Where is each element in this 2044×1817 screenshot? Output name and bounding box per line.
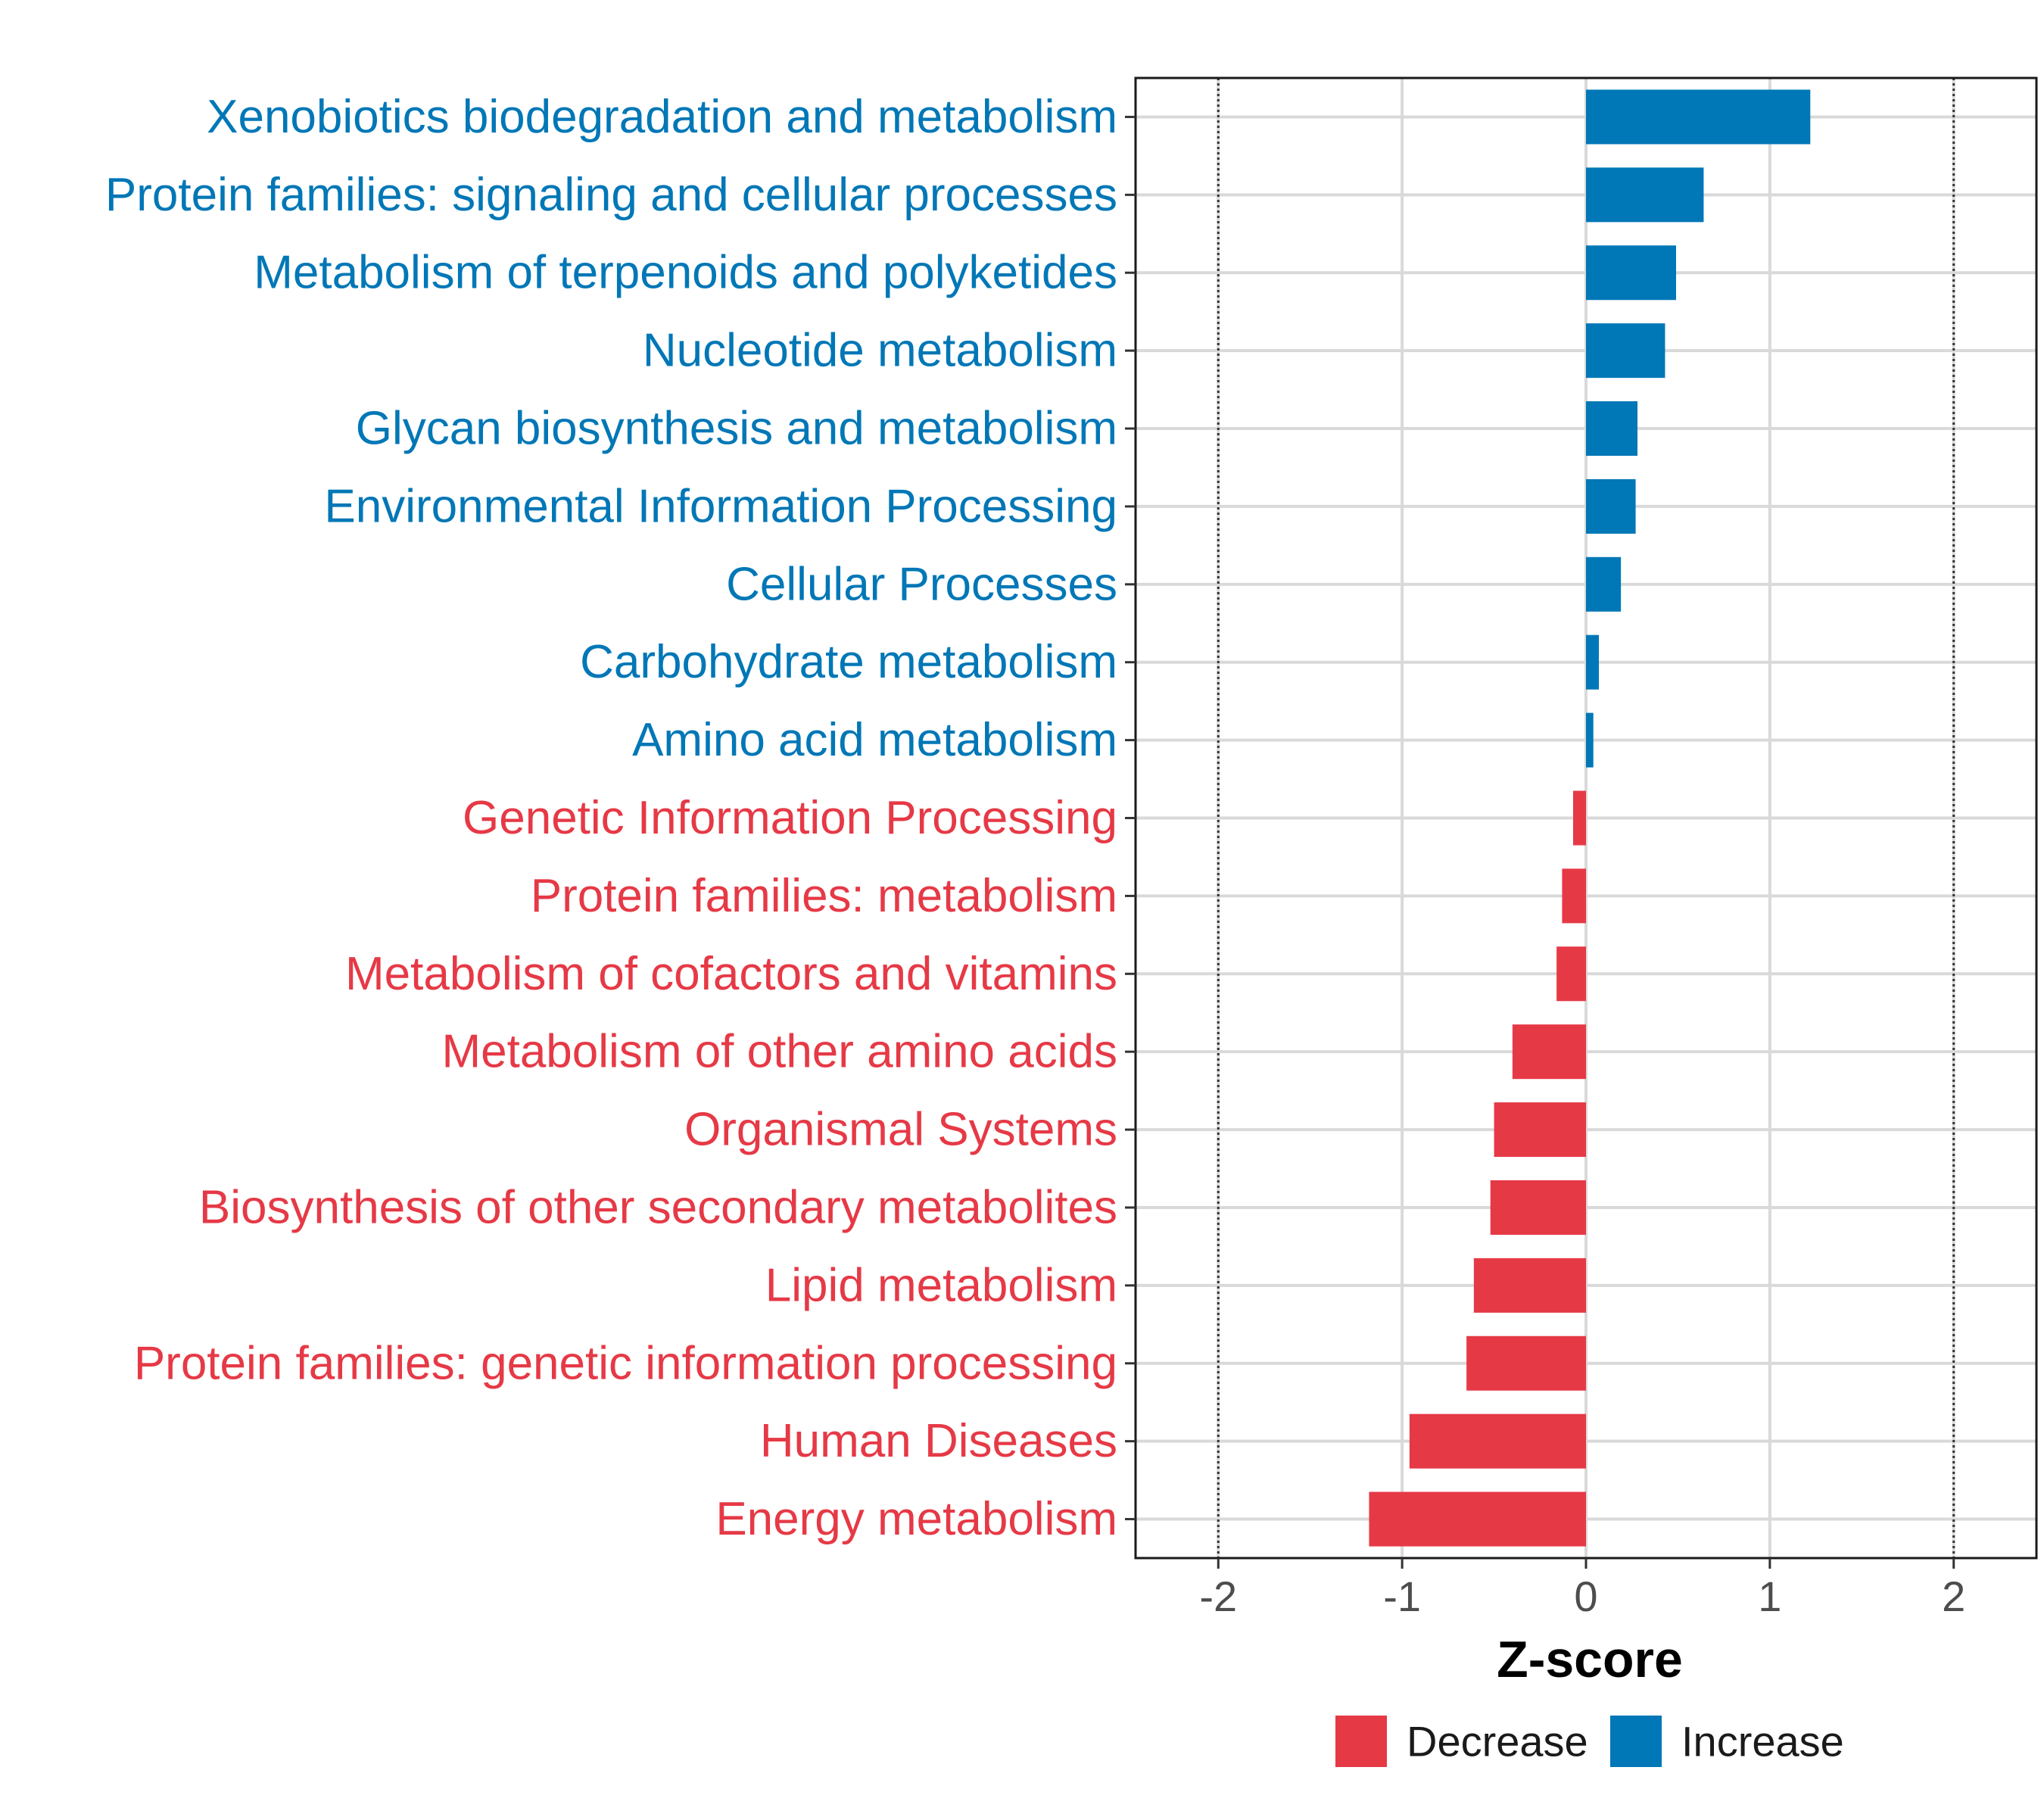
bar <box>1473 1258 1586 1313</box>
bar <box>1512 1024 1586 1080</box>
y-tick-label: Human Diseases <box>760 1415 1117 1467</box>
x-tick-label: -2 <box>1199 1572 1237 1620</box>
bar <box>1556 946 1586 1002</box>
bar <box>1586 556 1622 612</box>
bar <box>1586 167 1704 223</box>
x-tick-label: 1 <box>1758 1572 1781 1620</box>
legend-label: Decrease <box>1407 1718 1588 1766</box>
y-tick-label: Metabolism of terpenoids and polyketides <box>254 247 1117 299</box>
y-tick-label: Nucleotide metabolism <box>643 325 1117 377</box>
y-tick-label: Biosynthesis of other secondary metaboli… <box>199 1181 1117 1233</box>
y-tick-label: Metabolism of other amino acids <box>441 1026 1117 1078</box>
y-tick-label: Genetic Information Processing <box>463 792 1117 844</box>
y-tick-label: Energy metabolism <box>715 1493 1117 1545</box>
x-tick-label: 2 <box>1942 1572 1965 1620</box>
y-tick-label: Xenobiotics biodegradation and metabolis… <box>207 91 1117 143</box>
legend-key <box>1610 1716 1662 1767</box>
x-tick-label: -1 <box>1383 1572 1421 1620</box>
y-ticks: Xenobiotics biodegradation and metabolis… <box>105 91 1136 1545</box>
y-tick-label: Protein families: metabolism <box>531 870 1117 922</box>
bar <box>1562 868 1586 924</box>
bars <box>1369 89 1811 1547</box>
y-tick-label: Lipid metabolism <box>765 1259 1117 1311</box>
y-tick-label: Protein families: genetic information pr… <box>134 1337 1117 1389</box>
bar <box>1573 790 1586 846</box>
x-ticks: -2 -1 0 1 2 <box>1199 1558 1965 1620</box>
y-tick-label: Organismal Systems <box>684 1104 1117 1156</box>
legend-label: Increase <box>1681 1718 1844 1766</box>
y-tick-label: Carbohydrate metabolism <box>580 636 1117 688</box>
bar <box>1490 1180 1586 1235</box>
y-tick-label: Amino acid metabolism <box>632 714 1117 766</box>
x-axis-title: Z-score <box>1497 1631 1683 1688</box>
legend-key <box>1335 1716 1387 1767</box>
bar <box>1409 1413 1586 1469</box>
y-tick-label: Glycan biosynthesis and metabolism <box>356 403 1117 455</box>
x-tick-label: 0 <box>1574 1572 1597 1620</box>
y-tick-label: Cellular Processes <box>726 558 1117 610</box>
bar <box>1586 89 1811 145</box>
y-tick-label: Protein families: signaling and cellular… <box>105 169 1117 221</box>
bar <box>1586 323 1665 379</box>
y-tick-label: Metabolism of cofactors and vitamins <box>345 948 1117 1000</box>
bar <box>1586 634 1599 690</box>
bar <box>1586 712 1594 768</box>
bar <box>1586 245 1676 301</box>
bar <box>1586 478 1636 534</box>
bar <box>1369 1491 1586 1547</box>
bar <box>1494 1102 1586 1158</box>
bar <box>1586 401 1637 457</box>
legend: Decrease Increase <box>1335 1716 1844 1767</box>
y-tick-label: Environmental Information Processing <box>324 480 1117 532</box>
bar <box>1466 1335 1586 1391</box>
